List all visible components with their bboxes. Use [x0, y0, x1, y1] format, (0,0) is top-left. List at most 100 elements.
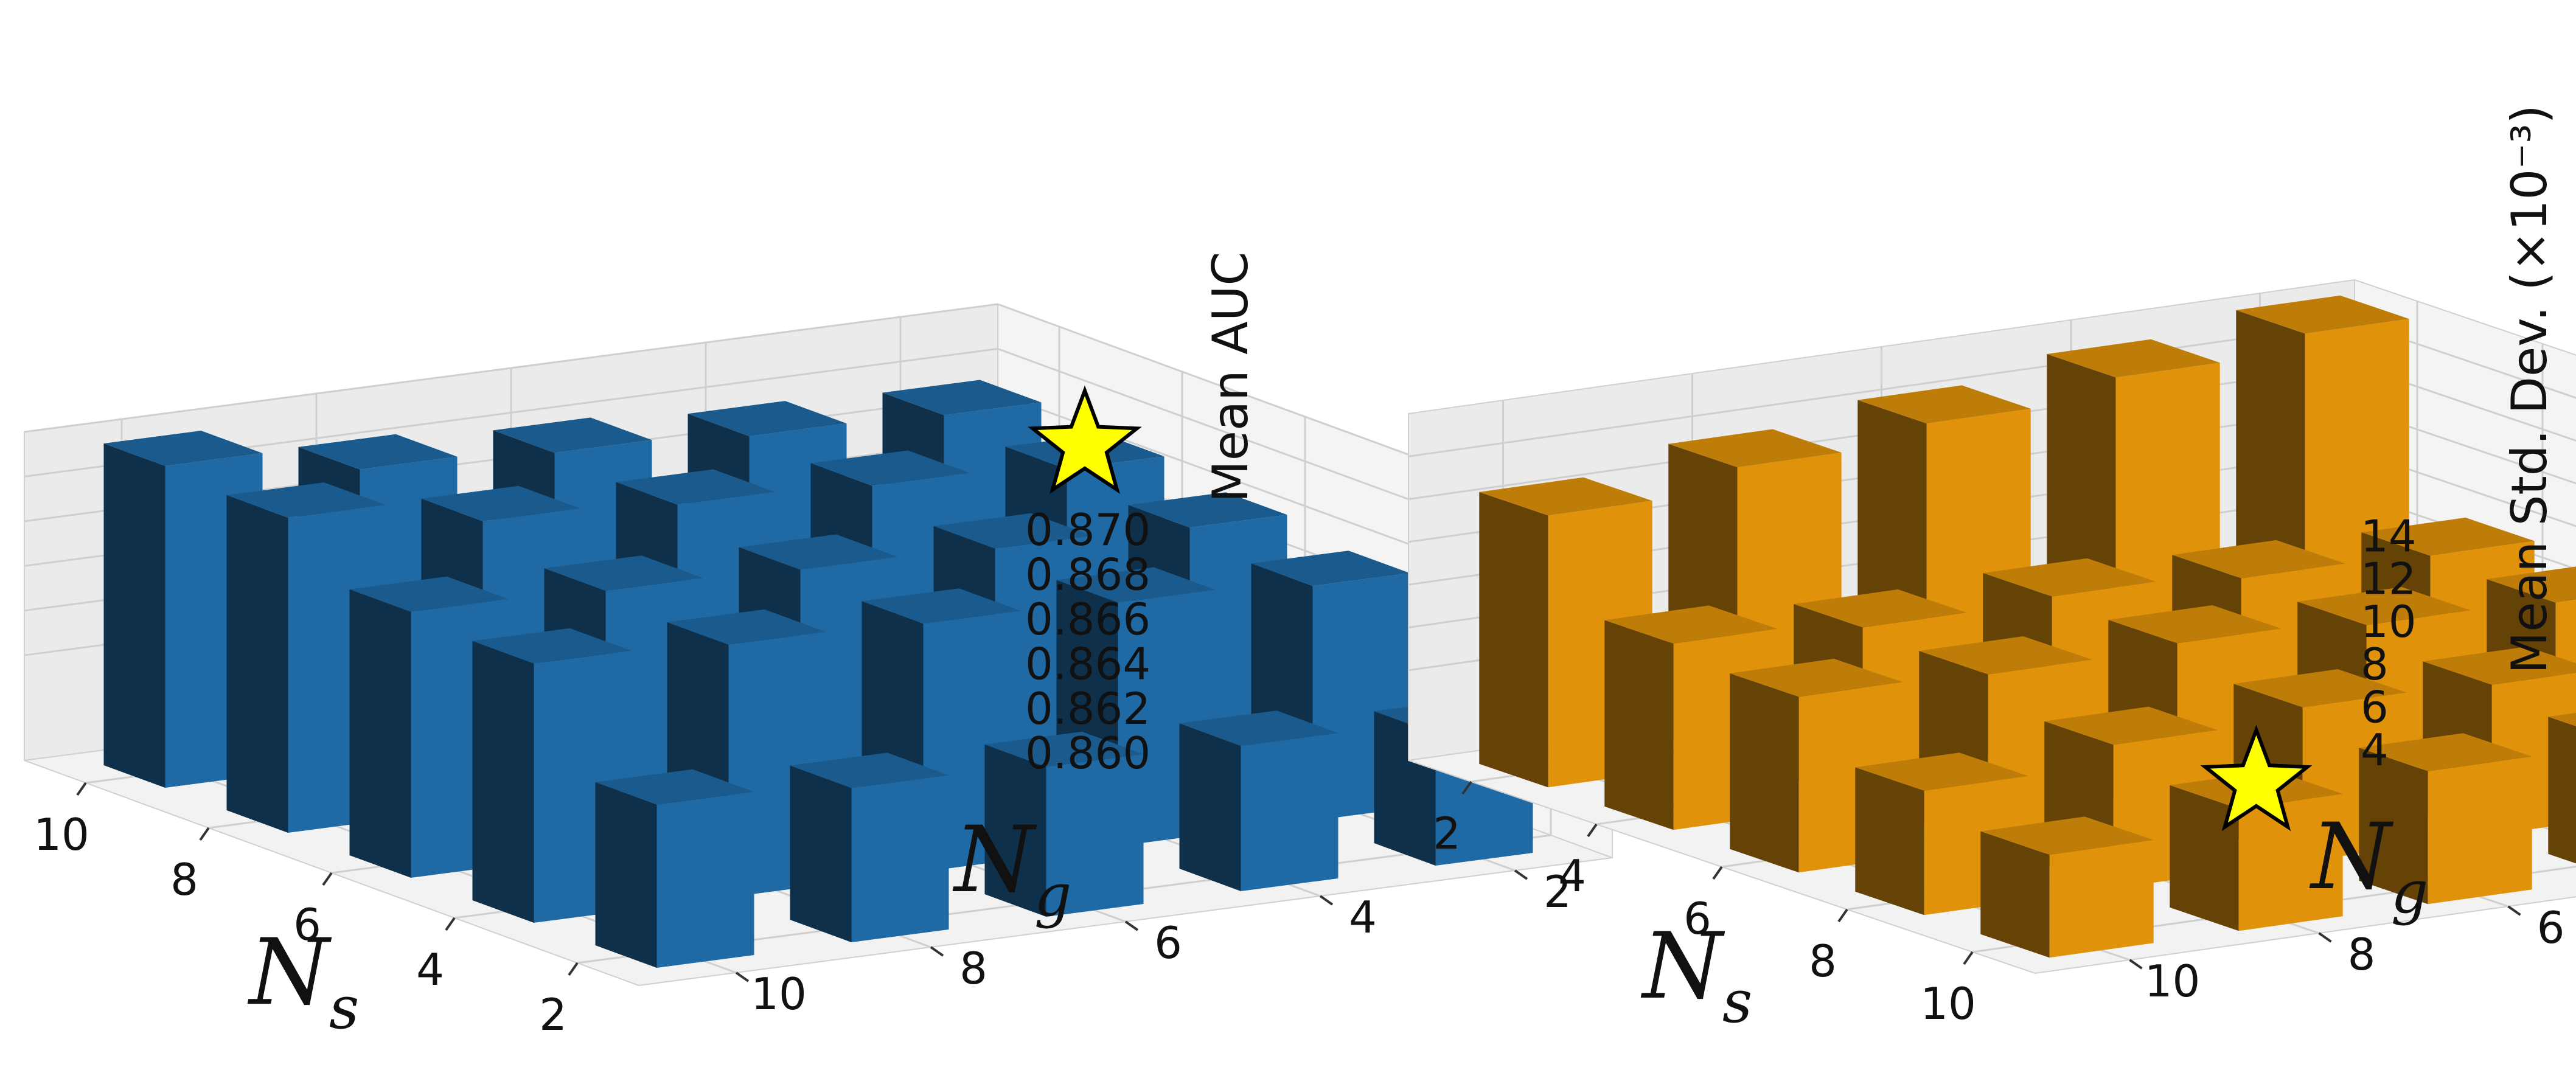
bar [2359, 733, 2532, 905]
x-tick-mark [1461, 780, 1472, 795]
bar-top-face [1794, 589, 1967, 628]
bar-top-face [1668, 429, 1842, 468]
bar-top-face [2108, 605, 2282, 644]
bar-top-face [1857, 385, 2031, 424]
bar-top-face [103, 431, 263, 466]
x-tick-label: 10 [33, 809, 89, 860]
panel-mean-std-dev: 246810246810468101214NsNgMean Std. Dev. … [1408, 105, 2576, 1036]
x-tick-mark [1837, 908, 1848, 923]
bar [472, 628, 632, 923]
bar-top-face [1251, 551, 1410, 586]
bars [1479, 295, 2576, 958]
z-tick-label: 4 [2361, 724, 2389, 776]
bar-front-face [103, 443, 165, 788]
bar [595, 769, 754, 968]
bar-top-face [1179, 711, 1338, 746]
bar-top-face [2361, 517, 2535, 556]
bar-top-face [882, 380, 1042, 415]
z-tick-label: 10 [2361, 596, 2417, 647]
z-tick-label: 0.860 [1025, 728, 1150, 779]
z-tick-label: 12 [2361, 554, 2417, 605]
y-axis-label-subscript: g [2391, 858, 2428, 926]
bar-front-face [1479, 492, 1548, 788]
x-tick-mark [322, 872, 333, 886]
z-tick-label: 0.866 [1025, 594, 1150, 645]
bar-top-face [2044, 706, 2218, 745]
x-axis-label-subscript: s [329, 974, 359, 1042]
bar-top-face [1855, 752, 2028, 791]
bar-top-face [1128, 492, 1287, 528]
bar-top-face [616, 469, 775, 505]
bar-front-face [2170, 785, 2239, 931]
bar-top-face [984, 731, 1144, 767]
bar-front-face [226, 495, 288, 833]
y-tick-label: 4 [1349, 892, 1377, 943]
x-axis-ticks: 10 8 6 4 2 [33, 782, 579, 1040]
bar-top-face [688, 401, 847, 437]
bar-top-face [933, 513, 1093, 549]
bar-top-face [1604, 605, 1778, 644]
bar-top-face [2236, 295, 2409, 334]
z-tick-label: 6 [2361, 682, 2389, 733]
bar-front-face [595, 782, 657, 968]
x-tick-mark [445, 917, 456, 931]
z-tick-label: 0.868 [1025, 549, 1150, 600]
bar-side-face [851, 775, 949, 942]
bar-top-face [2233, 669, 2407, 707]
z-tick-label: 14 [2361, 510, 2417, 561]
bar-top-face [667, 609, 826, 645]
bar-top-face [2359, 733, 2532, 771]
y-tick-mark [930, 946, 944, 957]
z-tick-label: 0.862 [1025, 683, 1150, 734]
bar-top-face [472, 628, 632, 664]
x-tick-label: 2 [1433, 808, 1461, 859]
bar-top-face [2297, 586, 2471, 625]
y-tick-label: 2 [1544, 866, 1572, 917]
y-tick-mark [1124, 920, 1139, 931]
bar-front-face [349, 589, 411, 878]
x-tick-label: 8 [170, 854, 198, 905]
x-tick-label: 8 [1809, 936, 1837, 987]
bar-top-face [2047, 339, 2220, 378]
grid-line [24, 303, 1613, 530]
z-tick-label: 0.870 [1025, 504, 1150, 555]
panel-mean-auc: 1086422468100.8600.8620.8640.8660.8680.8… [24, 252, 1620, 1042]
bar-top-face [2487, 566, 2576, 603]
bar-front-face [1179, 723, 1241, 891]
bar [1980, 816, 2154, 958]
x-axis-label: Ns [1641, 914, 1753, 1036]
bar-front-face [1855, 767, 1924, 915]
bar-top-face [493, 417, 652, 453]
grid-line [24, 347, 1613, 575]
y-axis-label-subscript: g [1034, 861, 1071, 929]
bar-front-face [1980, 831, 2050, 958]
z-tick-label: 8 [2361, 639, 2389, 690]
bar-front-face [472, 641, 534, 923]
bar-top-face [2172, 540, 2345, 578]
bar-front-face [984, 744, 1046, 917]
y-tick-label: 8 [2348, 929, 2376, 980]
best-config-star-marker [1028, 385, 1142, 494]
bar [1179, 711, 1338, 891]
y-tick-mark [2129, 959, 2143, 970]
x-tick-mark [568, 962, 579, 976]
y-tick-label: 6 [2537, 902, 2565, 953]
bar-front-face [790, 765, 852, 942]
x-tick-label: 4 [1558, 850, 1586, 902]
bar-side-face [1241, 733, 1338, 891]
x-tick-mark [1712, 866, 1723, 880]
y-tick-mark [1319, 895, 1334, 906]
y-tick-label: 8 [959, 943, 987, 994]
bar-side-face [1046, 754, 1144, 917]
x-tick-label: 2 [539, 989, 567, 1040]
best-config-star-marker [2200, 724, 2313, 832]
z-axis-label: Mean AUC [1202, 252, 1259, 503]
bar-top-face [226, 482, 386, 518]
bar-front-face [1604, 620, 1674, 830]
bar-top-face [1980, 816, 2154, 855]
x-axis-label: Ns [248, 920, 360, 1042]
y-tick-mark [1514, 869, 1528, 880]
